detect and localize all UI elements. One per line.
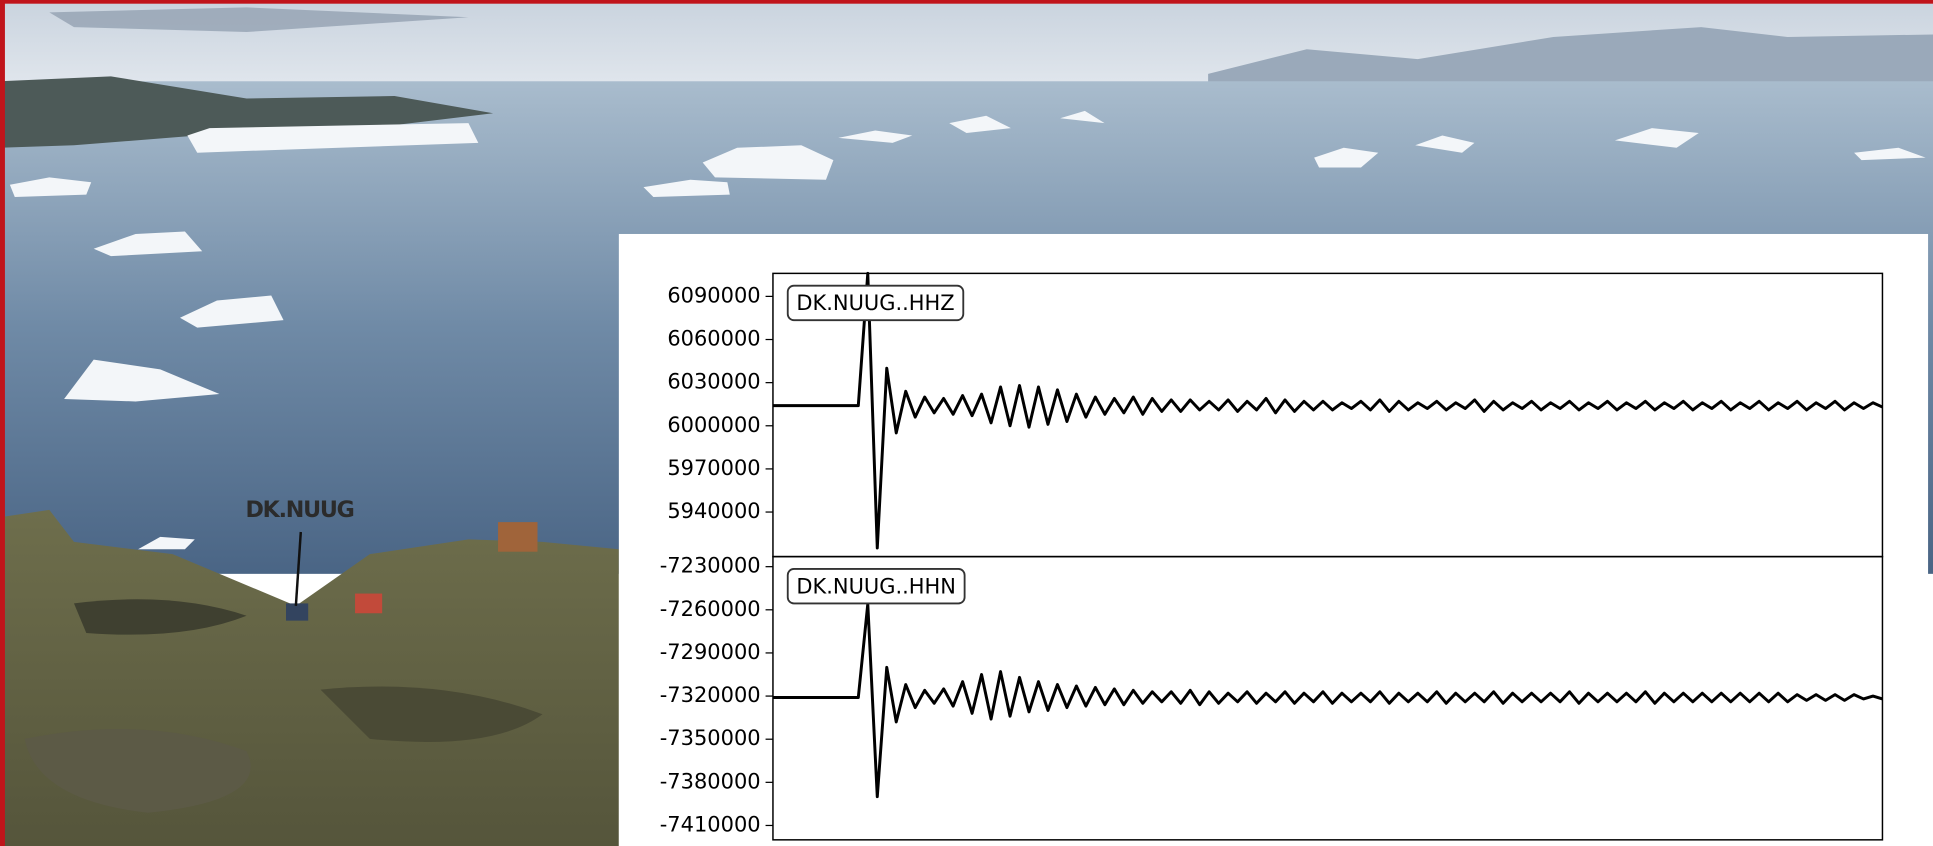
y-tick-label: -7320000: [660, 683, 761, 707]
y-tick-label: -7230000: [660, 554, 761, 578]
chart-panel: [619, 234, 1928, 846]
y-tick-label: 5940000: [667, 499, 760, 523]
y-tick-label: 6060000: [667, 327, 760, 351]
trace-label: DK.NUUG..HHN: [796, 574, 956, 598]
y-tick-label: -7380000: [660, 769, 761, 793]
y-tick-label: 6030000: [667, 370, 760, 394]
y-tick-label: -7350000: [660, 726, 761, 750]
y-tick-label: -7290000: [660, 640, 761, 664]
y-tick-label: 6000000: [667, 413, 760, 437]
page: {"photo_label": "DK.NUUG", "chart_data":…: [0, 0, 1933, 846]
y-tick-label: -7260000: [660, 597, 761, 621]
y-tick-label: 6090000: [667, 283, 760, 307]
trace-label: DK.NUUG..HHZ: [796, 291, 954, 315]
station-label: DK.NUUG: [245, 497, 353, 523]
screenshot: DK.NUUG 6090000 6060000 6030000 6000000 5970…: [0, 0, 1933, 846]
y-tick-label: 5970000: [667, 456, 760, 480]
y-tick-label: -7410000: [660, 812, 761, 836]
